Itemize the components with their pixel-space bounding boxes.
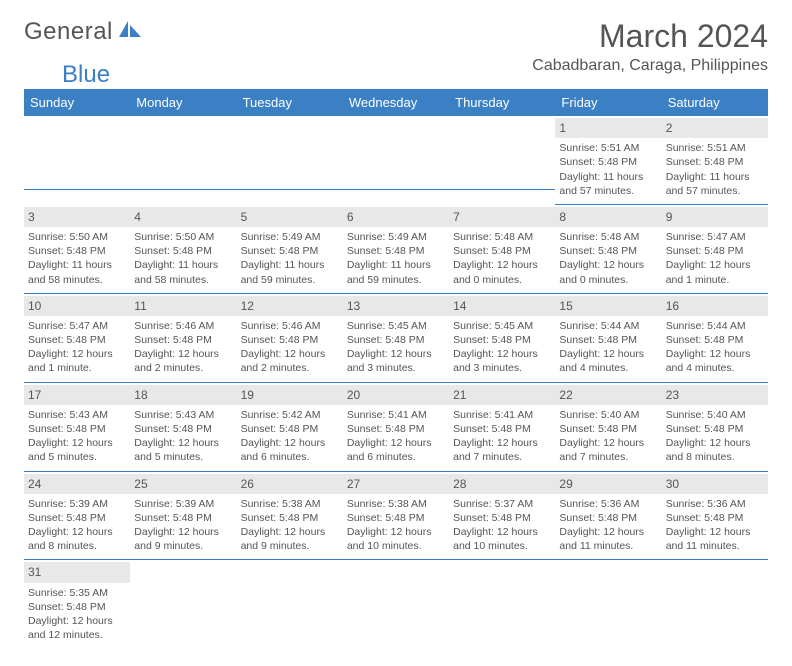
week-row: 3 Sunrise: 5:50 AM Sunset: 5:48 PM Dayli… [24,205,768,294]
day-number: 15 [555,296,661,316]
empty-cell [343,116,449,190]
day-cell: 7 Sunrise: 5:48 AM Sunset: 5:48 PM Dayli… [449,205,555,294]
week-row: 31 Sunrise: 5:35 AM Sunset: 5:48 PM Dayl… [24,560,768,648]
day-number: 20 [343,385,449,405]
day-cell: 18 Sunrise: 5:43 AM Sunset: 5:48 PM Dayl… [130,383,236,472]
day-number: 27 [343,474,449,494]
day-cell: 16 Sunrise: 5:44 AM Sunset: 5:48 PM Dayl… [662,294,768,383]
day-number: 23 [662,385,768,405]
sunset-line: Sunset: 5:48 PM [559,155,657,169]
week-row: 10 Sunrise: 5:47 AM Sunset: 5:48 PM Dayl… [24,294,768,383]
day-cell: 5 Sunrise: 5:49 AM Sunset: 5:48 PM Dayli… [237,205,343,294]
empty-cell [24,116,130,190]
day-cell: 15 Sunrise: 5:44 AM Sunset: 5:48 PM Dayl… [555,294,661,383]
weekday-wednesday: Wednesday [343,89,449,116]
week-row: 17 Sunrise: 5:43 AM Sunset: 5:48 PM Dayl… [24,383,768,472]
daylight-line: Daylight: 11 hours and 57 minutes. [666,170,764,198]
day-cell: 6 Sunrise: 5:49 AM Sunset: 5:48 PM Dayli… [343,205,449,294]
day-number: 10 [24,296,130,316]
week-row: 1 Sunrise: 5:51 AM Sunset: 5:48 PM Dayli… [24,116,768,205]
day-cell: 2 Sunrise: 5:51 AM Sunset: 5:48 PM Dayli… [662,116,768,205]
day-number: 1 [555,118,661,138]
day-number: 2 [662,118,768,138]
day-number: 6 [343,207,449,227]
day-number: 21 [449,385,555,405]
day-number: 30 [662,474,768,494]
day-number: 28 [449,474,555,494]
day-cell: 12 Sunrise: 5:46 AM Sunset: 5:48 PM Dayl… [237,294,343,383]
day-cell: 3 Sunrise: 5:50 AM Sunset: 5:48 PM Dayli… [24,205,130,294]
day-number: 14 [449,296,555,316]
day-cell: 9 Sunrise: 5:47 AM Sunset: 5:48 PM Dayli… [662,205,768,294]
sunset-line: Sunset: 5:48 PM [666,155,764,169]
day-cell: 24 Sunrise: 5:39 AM Sunset: 5:48 PM Dayl… [24,472,130,561]
day-number: 19 [237,385,343,405]
day-number: 31 [24,562,130,582]
day-number: 12 [237,296,343,316]
sunrise-line: Sunrise: 5:51 AM [559,141,657,155]
day-number: 4 [130,207,236,227]
logo-text-2: Blue [24,61,768,89]
day-cell: 27 Sunrise: 5:38 AM Sunset: 5:48 PM Dayl… [343,472,449,561]
day-number: 22 [555,385,661,405]
day-cell: 10 Sunrise: 5:47 AM Sunset: 5:48 PM Dayl… [24,294,130,383]
day-number: 11 [130,296,236,316]
day-number: 24 [24,474,130,494]
day-cell: 20 Sunrise: 5:41 AM Sunset: 5:48 PM Dayl… [343,383,449,472]
calendar-table: Sunday Monday Tuesday Wednesday Thursday… [24,89,768,648]
day-cell: 25 Sunrise: 5:39 AM Sunset: 5:48 PM Dayl… [130,472,236,561]
day-cell: 17 Sunrise: 5:43 AM Sunset: 5:48 PM Dayl… [24,383,130,472]
weekday-saturday: Saturday [662,89,768,116]
calendar-body: 1 Sunrise: 5:51 AM Sunset: 5:48 PM Dayli… [24,116,768,648]
page: General March 2024 Cabadbaran, Caraga, P… [0,0,792,666]
empty-cell [237,116,343,190]
empty-cell [449,116,555,190]
day-cell: 11 Sunrise: 5:46 AM Sunset: 5:48 PM Dayl… [130,294,236,383]
daylight-line: Daylight: 11 hours and 57 minutes. [559,170,657,198]
day-cell: 29 Sunrise: 5:36 AM Sunset: 5:48 PM Dayl… [555,472,661,561]
day-cell: 21 Sunrise: 5:41 AM Sunset: 5:48 PM Dayl… [449,383,555,472]
day-number: 13 [343,296,449,316]
day-number: 9 [662,207,768,227]
logo-sail-icon [117,19,143,39]
sunrise-line: Sunrise: 5:51 AM [666,141,764,155]
day-cell: 4 Sunrise: 5:50 AM Sunset: 5:48 PM Dayli… [130,205,236,294]
week-row: 24 Sunrise: 5:39 AM Sunset: 5:48 PM Dayl… [24,472,768,561]
day-number: 25 [130,474,236,494]
day-cell: 28 Sunrise: 5:37 AM Sunset: 5:48 PM Dayl… [449,472,555,561]
day-cell: 26 Sunrise: 5:38 AM Sunset: 5:48 PM Dayl… [237,472,343,561]
day-number: 16 [662,296,768,316]
day-cell: 13 Sunrise: 5:45 AM Sunset: 5:48 PM Dayl… [343,294,449,383]
empty-cell [130,116,236,190]
day-number: 8 [555,207,661,227]
day-cell: 31 Sunrise: 5:35 AM Sunset: 5:48 PM Dayl… [24,560,130,648]
day-number: 26 [237,474,343,494]
day-number: 18 [130,385,236,405]
day-number: 7 [449,207,555,227]
weekday-thursday: Thursday [449,89,555,116]
weekday-tuesday: Tuesday [237,89,343,116]
day-number: 17 [24,385,130,405]
logo: General [24,18,143,46]
weekday-friday: Friday [555,89,661,116]
day-cell: 19 Sunrise: 5:42 AM Sunset: 5:48 PM Dayl… [237,383,343,472]
day-cell: 22 Sunrise: 5:40 AM Sunset: 5:48 PM Dayl… [555,383,661,472]
day-number: 5 [237,207,343,227]
day-number: 3 [24,207,130,227]
month-title: March 2024 [532,18,768,55]
day-number: 29 [555,474,661,494]
day-cell: 30 Sunrise: 5:36 AM Sunset: 5:48 PM Dayl… [662,472,768,561]
day-cell: 14 Sunrise: 5:45 AM Sunset: 5:48 PM Dayl… [449,294,555,383]
weekday-sunday: Sunday [24,89,130,116]
day-cell: 23 Sunrise: 5:40 AM Sunset: 5:48 PM Dayl… [662,383,768,472]
day-cell: 1 Sunrise: 5:51 AM Sunset: 5:48 PM Dayli… [555,116,661,205]
weekday-monday: Monday [130,89,236,116]
weekday-header-row: Sunday Monday Tuesday Wednesday Thursday… [24,89,768,116]
logo-text-1: General [24,18,113,46]
day-cell: 8 Sunrise: 5:48 AM Sunset: 5:48 PM Dayli… [555,205,661,294]
